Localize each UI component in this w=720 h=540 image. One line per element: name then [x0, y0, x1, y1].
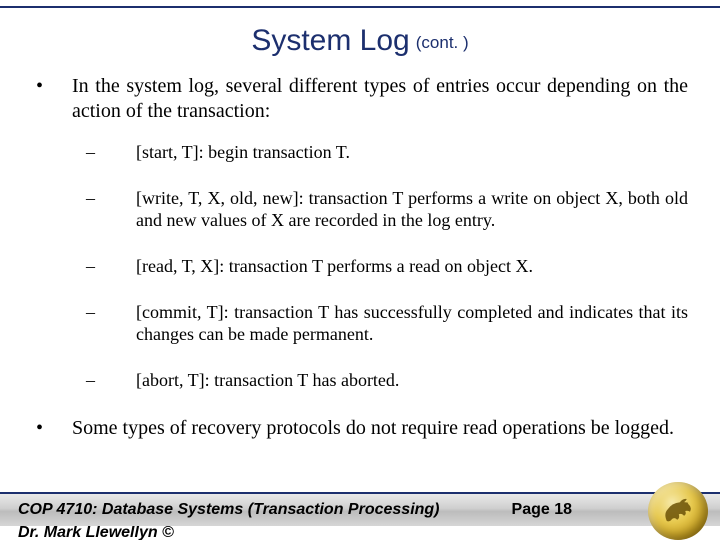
top-divider [0, 6, 720, 8]
slide: System Log (cont. ) In the system log, s… [0, 0, 720, 540]
sub-bullet-item: [read, T, X]: transaction T performs a r… [72, 256, 688, 278]
bullet-item: In the system log, several different typ… [32, 74, 688, 392]
university-logo [648, 482, 708, 540]
footer-page: Page 18 [512, 501, 572, 519]
slide-title: System Log (cont. ) [0, 24, 720, 58]
title-cont: (cont. ) [416, 33, 469, 52]
sub-bullet-text: [abort, T]: transaction T has aborted. [136, 370, 399, 390]
sub-bullet-item: [abort, T]: transaction T has aborted. [72, 370, 688, 392]
footer-bar: COP 4710: Database Systems (Transaction … [0, 492, 720, 526]
footer-author: Dr. Mark Llewellyn © [18, 526, 174, 540]
sub-bullet-list: [start, T]: begin transaction T. [write,… [72, 142, 688, 392]
pegasus-icon [658, 491, 698, 531]
sub-bullet-text: [start, T]: begin transaction T. [136, 142, 350, 162]
title-main: System Log [251, 24, 409, 57]
sub-bullet-text: [commit, T]: transaction T has successfu… [136, 302, 688, 344]
bullet-text: In the system log, several different typ… [72, 75, 688, 122]
sub-bullet-text: [read, T, X]: transaction T performs a r… [136, 256, 533, 276]
bullet-text: Some types of recovery protocols do not … [72, 417, 674, 439]
bullet-item: Some types of recovery protocols do not … [32, 416, 688, 441]
sub-bullet-text: [write, T, X, old, new]: transaction T p… [136, 188, 688, 230]
sub-bullet-item: [commit, T]: transaction T has successfu… [72, 302, 688, 346]
footer-author-row: Dr. Mark Llewellyn © [0, 526, 720, 540]
footer-course: COP 4710: Database Systems (Transaction … [18, 501, 440, 519]
footer: COP 4710: Database Systems (Transaction … [0, 492, 720, 540]
sub-bullet-item: [write, T, X, old, new]: transaction T p… [72, 188, 688, 232]
sub-bullet-item: [start, T]: begin transaction T. [72, 142, 688, 164]
bullet-list: In the system log, several different typ… [32, 74, 688, 441]
content-area: In the system log, several different typ… [32, 74, 688, 459]
